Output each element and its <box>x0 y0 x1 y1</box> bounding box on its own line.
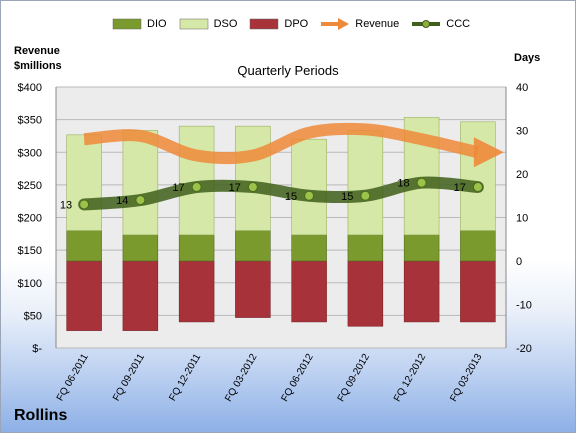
bar-dio <box>66 230 102 262</box>
legend-item-revenue: Revenue <box>320 17 399 31</box>
bar-dso <box>235 125 271 231</box>
right-tick-label: -20 <box>516 343 532 355</box>
bar-dio <box>122 234 159 262</box>
bar-dpo <box>122 260 159 331</box>
legend-swatch-ccc <box>412 20 441 28</box>
legend-swatch-revenue <box>321 18 350 30</box>
legend-label: CCC <box>446 18 471 30</box>
legend-swatch-dso <box>179 18 208 30</box>
ccc-point <box>416 177 427 188</box>
bar-dso <box>66 134 102 231</box>
bar-dio <box>178 234 215 262</box>
category-label: FQ 06-2011 <box>55 352 91 403</box>
right-tick-label: 0 <box>516 256 522 268</box>
ccc-point <box>360 190 371 201</box>
legend: DIO DSO DPO Revenue CCC <box>112 16 482 32</box>
bar-dio <box>460 230 496 262</box>
bar-dio <box>291 234 327 262</box>
left-axis-title: Revenue $millions <box>14 45 62 72</box>
ccc-point <box>247 182 258 193</box>
bar-dso <box>291 138 327 236</box>
legend-label: DSO <box>213 18 238 30</box>
category-label: FQ 03-2012 <box>223 352 259 404</box>
category-label: FQ 12-2011 <box>167 352 203 403</box>
left-tick-label: $50 <box>24 310 42 322</box>
left-tick-label: $400 <box>18 82 42 94</box>
bar-dpo <box>291 260 327 323</box>
bar-dpo <box>460 260 496 323</box>
legend-item-ccc: CCC <box>411 17 470 31</box>
bar-dio <box>347 234 384 262</box>
ccc-data-label: 17 <box>454 182 466 194</box>
category-label: FQ 09-2011 <box>111 352 147 403</box>
ccc-point <box>191 182 202 193</box>
bar-dpo <box>347 260 384 327</box>
ccc-data-label: 15 <box>285 191 297 203</box>
category-label: FQ 03-2013 <box>448 352 484 404</box>
legend-label: DIO <box>147 18 167 30</box>
left-tick-label: $300 <box>18 147 42 159</box>
chart-title: Quarterly Periods <box>237 63 339 78</box>
legend-item-dso: DSO <box>179 17 238 31</box>
ccc-data-label: 17 <box>172 182 184 194</box>
ccc-data-label: 18 <box>397 178 409 190</box>
legend-item-dio: DIO <box>112 17 167 31</box>
left-tick-label: $250 <box>18 180 42 192</box>
right-tick-label: -10 <box>516 300 532 312</box>
ccc-point <box>79 199 90 210</box>
legend-label: DPO <box>284 18 309 30</box>
bar-dpo <box>66 260 102 331</box>
right-tick-label: 20 <box>516 169 528 181</box>
bar-dio <box>235 230 271 262</box>
category-label: FQ 09-2012 <box>336 352 372 404</box>
left-tick-label: $200 <box>18 213 42 225</box>
category-label: FQ 06-2012 <box>280 352 316 404</box>
left-tick-label: $150 <box>18 245 42 257</box>
right-axis-title: Days <box>514 52 541 64</box>
ccc-data-label: 17 <box>229 182 241 194</box>
ccc-point <box>304 190 315 201</box>
category-label: FQ 12-2012 <box>392 352 428 404</box>
left-tick-label: $- <box>32 343 42 355</box>
bar-dpo <box>178 260 215 323</box>
company-name: Rollins <box>14 407 68 424</box>
bar-dpo <box>235 260 271 318</box>
legend-item-dpo: DPO <box>249 17 308 31</box>
left-tick-label: $100 <box>18 278 42 290</box>
revenue-arrowhead <box>473 137 504 168</box>
left-tick-label: $350 <box>18 115 42 127</box>
legend-swatch-dio <box>112 18 142 30</box>
bar-dpo <box>403 260 440 323</box>
bar-dso <box>460 121 496 231</box>
bar-dso <box>122 130 159 236</box>
right-tick-label: 10 <box>516 213 528 225</box>
ccc-data-label: 13 <box>60 199 72 211</box>
ccc-data-label: 14 <box>116 195 128 207</box>
right-tick-label: 40 <box>516 82 528 94</box>
revenue-line <box>83 122 480 165</box>
bar-dio <box>403 234 440 262</box>
ccc-point <box>472 182 483 193</box>
bar-dso <box>347 130 384 236</box>
ccc-point <box>135 195 146 206</box>
legend-label: Revenue <box>355 18 400 30</box>
right-tick-label: 30 <box>516 126 528 138</box>
ccc-data-label: 15 <box>341 191 353 203</box>
legend-swatch-dpo <box>250 18 279 30</box>
